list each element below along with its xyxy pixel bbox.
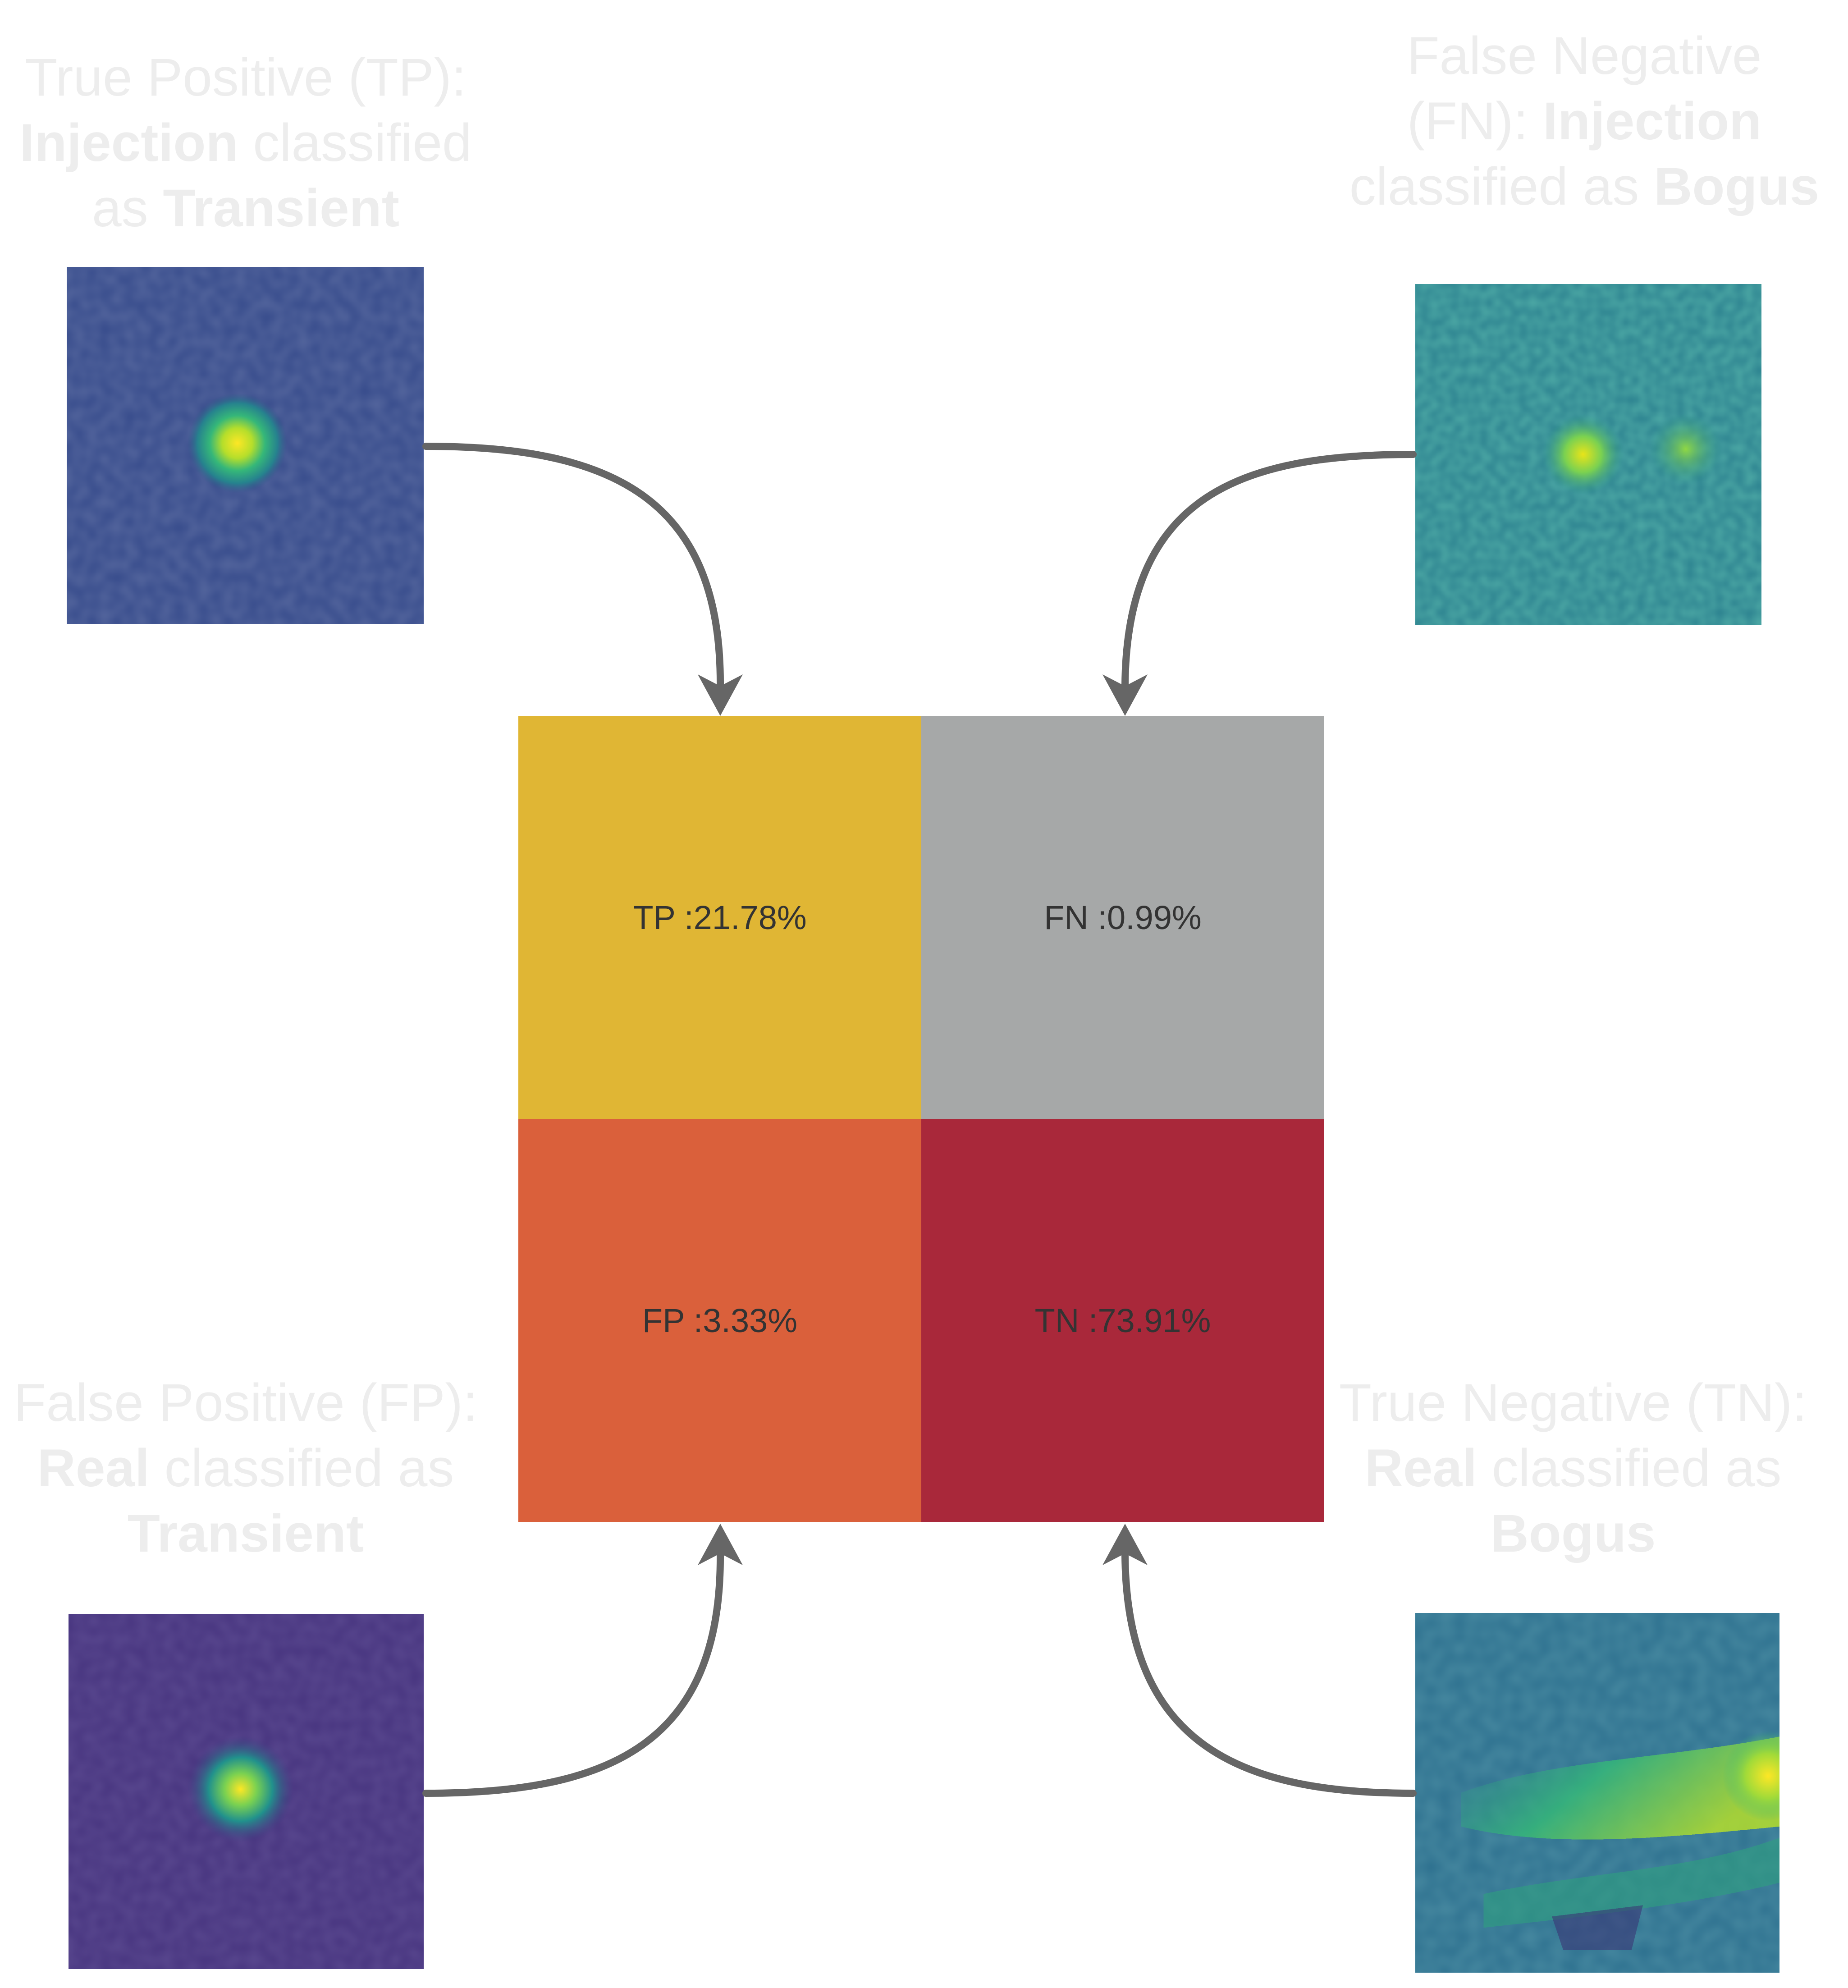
fn-cell: FN :0.99% [921, 716, 1324, 1119]
tp-caption-bold-injection: Injection [19, 113, 238, 173]
fn-caption-bold-bogus: Bogus [1654, 157, 1820, 216]
tn-caption-line1: True Negative (TN): [1339, 1373, 1807, 1433]
fp-caption-bold-transient: Transient [127, 1504, 364, 1563]
tn-cell: TN :73.91% [921, 1119, 1324, 1522]
tp-caption-line1: True Positive (TP): [25, 48, 467, 107]
tp-caption-bold-transient: Transient [163, 179, 400, 238]
tn-arrow [1121, 1552, 1417, 1797]
tn-arrowhead [1102, 1524, 1148, 1565]
tn-caption: True Negative (TN): Real classified as B… [1325, 1370, 1821, 1567]
fp-arrow [422, 1552, 724, 1797]
fn-cell-label: FN :0.99% [1044, 898, 1202, 936]
fn-caption: False Negative (FN): Injection classifie… [1325, 23, 1843, 220]
tn-cell-label: TN :73.91% [1034, 1301, 1211, 1339]
fn-cutout-image [1415, 284, 1761, 625]
tn-caption-bold-bogus: Bogus [1490, 1504, 1656, 1563]
fp-caption-bold-real: Real [37, 1438, 150, 1498]
tn-cutout-image [1415, 1613, 1779, 1973]
tp-arrowhead [698, 674, 743, 716]
tp-caption: True Positive (TP): Injection classified… [9, 45, 482, 241]
fn-caption-bold-injection: Injection [1543, 92, 1762, 151]
tp-cell: TP :21.78% [518, 716, 921, 1119]
fp-cell: FP :3.33% [518, 1119, 921, 1522]
fp-cutout-image [69, 1613, 424, 1970]
fp-caption-line1: False Positive (FP): [14, 1373, 478, 1433]
fn-caption-line1: False Negative [1407, 26, 1762, 86]
fp-arrowhead [698, 1524, 743, 1565]
fn-arrowhead [1102, 674, 1148, 716]
tp-arrow [422, 443, 724, 689]
tp-cutout-image [67, 267, 424, 624]
confusion-matrix: TP :21.78% FN :0.99% FP :3.33% TN :73.91… [518, 716, 1324, 1522]
fn-arrow [1121, 451, 1417, 689]
tp-cell-label: TP :21.78% [633, 898, 807, 936]
tn-caption-bold-real: Real [1364, 1438, 1477, 1498]
fp-caption: False Positive (FP): Real classified as … [9, 1370, 482, 1567]
fp-cell-label: FP :3.33% [642, 1301, 798, 1339]
